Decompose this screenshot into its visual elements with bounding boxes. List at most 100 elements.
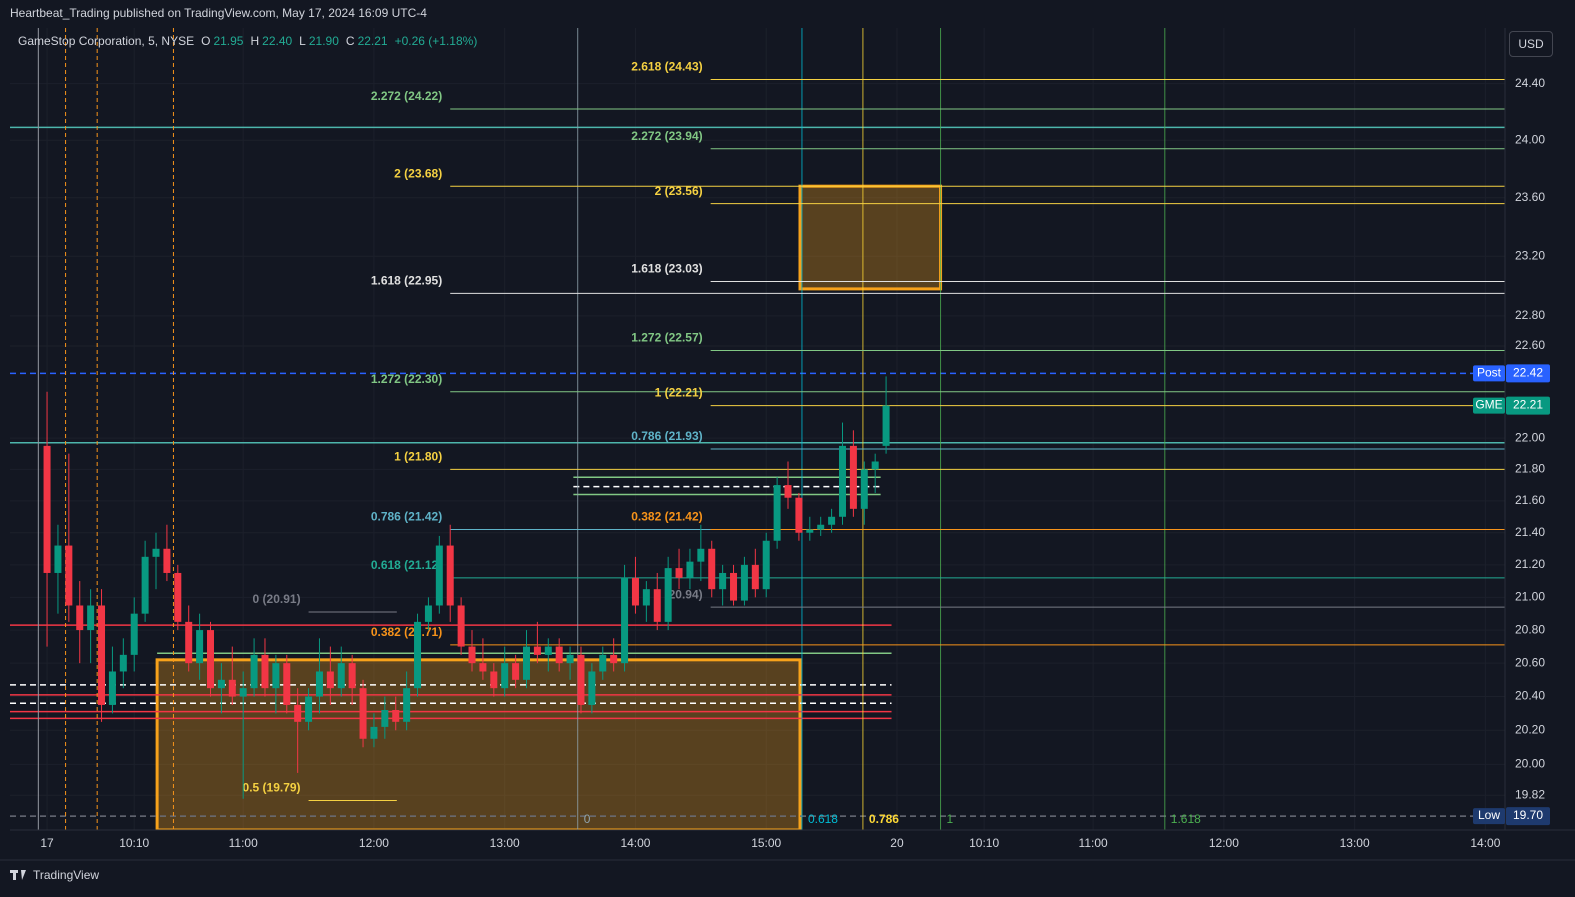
candle-body bbox=[141, 556, 149, 614]
candle-body bbox=[664, 568, 672, 622]
price-tag-name: Post bbox=[1477, 366, 1502, 380]
zone bbox=[155, 658, 802, 830]
candle-body bbox=[631, 577, 639, 606]
candle-body bbox=[283, 663, 291, 705]
candle-body bbox=[762, 540, 770, 590]
candle-body bbox=[490, 671, 498, 689]
x-tick-label: 20 bbox=[890, 836, 904, 850]
candle-body bbox=[206, 630, 214, 689]
candle-body bbox=[871, 461, 879, 470]
x-tick-label: 15:00 bbox=[751, 836, 781, 850]
fib-label: 0.382 (20.71) bbox=[371, 625, 442, 639]
candle-body bbox=[610, 654, 618, 664]
candle-body bbox=[381, 710, 389, 727]
y-tick-label: 21.00 bbox=[1515, 589, 1545, 603]
fib-label: 2 (23.56) bbox=[655, 184, 703, 198]
fib-label: 1.272 (22.30) bbox=[371, 372, 442, 386]
legend-value: 22.21 bbox=[357, 34, 388, 48]
y-tick-label: 20.80 bbox=[1515, 622, 1545, 636]
fib-label: 2.272 (23.94) bbox=[631, 129, 702, 143]
candle-body bbox=[272, 663, 280, 689]
candle-body bbox=[817, 524, 825, 530]
candle-body bbox=[196, 630, 204, 664]
time-fib-label: 0 bbox=[584, 812, 591, 826]
brand-logo bbox=[10, 870, 26, 880]
y-tick-label: 24.40 bbox=[1515, 76, 1545, 90]
fib-label: 2 (23.68) bbox=[394, 166, 442, 180]
publisher: Heartbeat_Trading published on TradingVi… bbox=[10, 6, 427, 20]
y-tick-label: 22.00 bbox=[1515, 430, 1545, 444]
candle-body bbox=[555, 646, 563, 664]
y-tick-label: 22.60 bbox=[1515, 338, 1545, 352]
candle-body bbox=[305, 696, 313, 722]
candle-body bbox=[468, 646, 476, 664]
x-tick-label: 10:10 bbox=[119, 836, 149, 850]
time-fib-label: 1.618 bbox=[1171, 812, 1201, 826]
y-tick-label: 23.60 bbox=[1515, 190, 1545, 204]
plot-area: 0 0.618 0.786 1 1.618 2.272 (24.22) 2 (23.68) 1… bbox=[10, 28, 1505, 830]
price-tag-value-box bbox=[1506, 396, 1550, 415]
fib-label: 0.786 (21.93) bbox=[631, 429, 702, 443]
candle-body bbox=[773, 485, 781, 541]
axes: 19.82 20.00 20.20 20.40 20.60 20.80 21.00 21.20… bbox=[40, 76, 1550, 850]
candle-body bbox=[697, 548, 705, 562]
candle-body bbox=[512, 663, 520, 680]
candle-body bbox=[446, 545, 454, 606]
time-fib-label: 1 bbox=[947, 812, 954, 826]
y-tick-label: 20.60 bbox=[1515, 655, 1545, 669]
legend-value: 22.40 bbox=[262, 34, 293, 48]
candle-body bbox=[217, 679, 225, 689]
candle-body bbox=[675, 568, 683, 578]
candle-body bbox=[119, 654, 127, 672]
candle-body bbox=[228, 679, 236, 697]
candle-body bbox=[315, 671, 323, 697]
y-tick-label: 22.80 bbox=[1515, 308, 1545, 322]
y-tick-label: 20.00 bbox=[1515, 757, 1545, 771]
legend-key: L bbox=[299, 34, 306, 48]
candle-body bbox=[108, 671, 116, 705]
candle-body bbox=[261, 654, 269, 689]
candle-body bbox=[533, 646, 541, 655]
fib-label: 1.618 (22.95) bbox=[371, 274, 442, 288]
y-tick-label: 21.80 bbox=[1515, 462, 1545, 476]
candle-body bbox=[359, 688, 367, 739]
x-tick-label: 14:00 bbox=[1470, 836, 1500, 850]
x-tick-label: 12:00 bbox=[1209, 836, 1239, 850]
candle-body bbox=[686, 561, 694, 578]
x-tick-label: 13:00 bbox=[490, 836, 520, 850]
candle-body bbox=[479, 663, 487, 672]
x-tick-label: 17 bbox=[40, 836, 54, 850]
candle-body bbox=[43, 445, 51, 573]
candle-body bbox=[294, 704, 302, 722]
fib-label: 0 (20.91) bbox=[253, 592, 301, 606]
candle-body bbox=[795, 497, 803, 533]
candle-body bbox=[414, 621, 422, 689]
candle-body bbox=[849, 445, 857, 509]
x-tick-label: 10:10 bbox=[969, 836, 999, 850]
currency-button[interactable]: USD bbox=[1509, 31, 1553, 57]
candle-body bbox=[784, 485, 792, 498]
candle-body bbox=[719, 572, 727, 590]
candle-body bbox=[577, 654, 585, 705]
legend-key: O bbox=[201, 34, 211, 48]
candle-body bbox=[392, 710, 400, 722]
price-tag-value-box bbox=[1506, 807, 1550, 826]
candle-body bbox=[87, 605, 95, 631]
candle-body bbox=[501, 663, 509, 689]
legend-key: H bbox=[250, 34, 260, 48]
y-tick-label: 20.40 bbox=[1515, 689, 1545, 703]
time-fib-label: 0.786 bbox=[869, 812, 899, 826]
fib-label: (20.94) bbox=[665, 587, 703, 601]
candle-body bbox=[751, 564, 759, 590]
candle-body bbox=[130, 613, 138, 655]
candle-body bbox=[588, 671, 596, 705]
x-tick-label: 13:00 bbox=[1340, 836, 1370, 850]
fib-label: 0.618 (21.12) bbox=[371, 558, 442, 572]
candle-body bbox=[860, 469, 868, 509]
candle-body bbox=[250, 654, 258, 689]
y-tick-label: 21.20 bbox=[1515, 557, 1545, 571]
candle-body bbox=[828, 516, 836, 525]
candle-body bbox=[174, 572, 182, 622]
